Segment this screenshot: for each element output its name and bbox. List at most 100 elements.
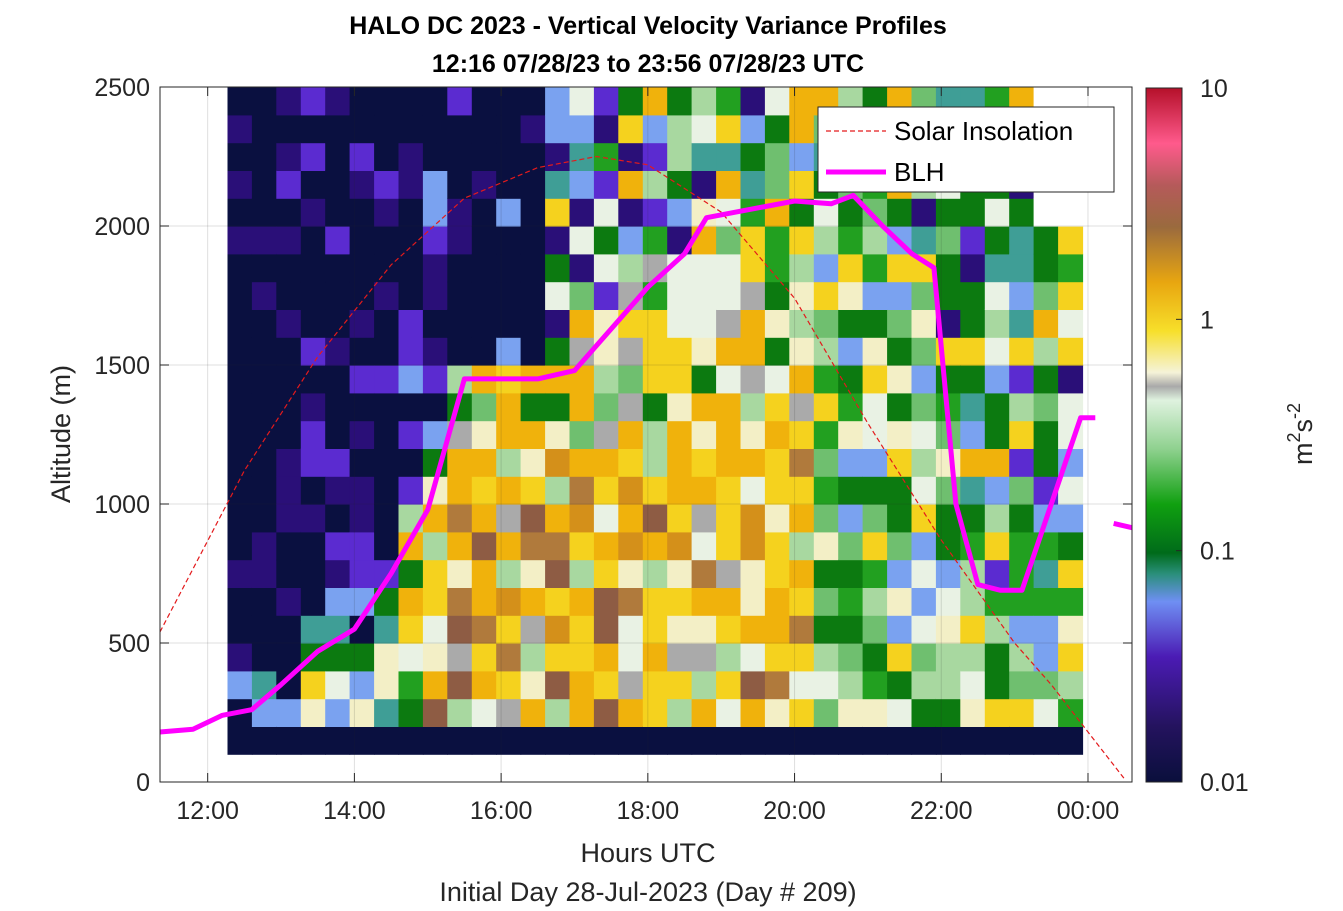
heatmap-cell [618, 87, 644, 116]
heatmap-cell [447, 698, 473, 727]
heatmap-cell [276, 698, 302, 727]
heatmap-cell [935, 365, 961, 394]
heatmap-cell [813, 587, 839, 616]
heatmap-cell [374, 698, 400, 727]
heatmap-cell [691, 643, 717, 672]
heatmap-cell [422, 392, 448, 422]
y-axis-ticks: 0 500 1000 1500 2000 2500 [94, 74, 1132, 797]
heatmap-cell [349, 309, 375, 338]
heatmap-cell [618, 253, 644, 283]
heatmap-cell [276, 142, 302, 171]
heatmap-cell [960, 670, 986, 700]
heatmap-cell [691, 726, 717, 755]
heatmap-cell [300, 198, 326, 227]
heatmap-cell [716, 420, 742, 449]
heatmap-cell [789, 392, 815, 422]
heatmap-cell [1033, 281, 1059, 310]
heatmap-cell [227, 142, 253, 171]
heatmap-cell [716, 643, 742, 672]
heatmap-cell [764, 114, 790, 144]
heatmap-cell [789, 114, 815, 144]
heatmap-cell [496, 726, 522, 755]
heatmap-cell [642, 531, 668, 561]
heatmap-cell [422, 337, 448, 366]
heatmap-cell [593, 448, 619, 477]
heatmap-cell [496, 615, 522, 644]
heatmap-cell [911, 309, 937, 338]
heatmap-cell [984, 309, 1010, 338]
heatmap-cell [569, 726, 595, 755]
heatmap-cell [764, 170, 790, 199]
heatmap-cell [569, 698, 595, 727]
heatmap-cell [471, 253, 497, 283]
heatmap-cell [618, 142, 644, 171]
heatmap-cell [251, 253, 277, 283]
heatmap-cell [960, 587, 986, 616]
heatmap-cell [471, 392, 497, 422]
heatmap-cell [618, 448, 644, 477]
heatmap-cell [520, 309, 546, 338]
heatmap-cell [1058, 504, 1084, 533]
heatmap-cell [716, 337, 742, 366]
heatmap-cell [1033, 559, 1059, 588]
heatmap-cell [764, 142, 790, 171]
heatmap-cell [569, 309, 595, 338]
heatmap-cell [569, 170, 595, 199]
heatmap-cell [642, 643, 668, 672]
heatmap-cell [300, 531, 326, 561]
heatmap-cell [813, 559, 839, 588]
heatmap-cell [691, 170, 717, 199]
heatmap-cell [935, 615, 961, 644]
heatmap-cell [398, 114, 424, 144]
heatmap-cell [642, 226, 668, 255]
heatmap-cell [1009, 392, 1035, 422]
heatmap-cell [935, 587, 961, 616]
heatmap-cell [911, 337, 937, 366]
heatmap-cell [642, 142, 668, 171]
heatmap-cell [984, 504, 1010, 533]
heatmap-cell [276, 87, 302, 116]
heatmap-cell [960, 420, 986, 449]
heatmap-cell [569, 531, 595, 561]
heatmap-cell [1009, 698, 1035, 727]
heatmap-cell [960, 392, 986, 422]
heatmap-cell [398, 726, 424, 755]
heatmap-cell [227, 365, 253, 394]
heatmap-cell [471, 142, 497, 171]
heatmap-cell [496, 198, 522, 227]
heatmap-cell [838, 643, 864, 672]
x-tick-label: 22:00 [910, 797, 973, 825]
heatmap-cell [716, 309, 742, 338]
heatmap-cell [740, 726, 766, 755]
heatmap-cell [862, 587, 888, 616]
heatmap-cell [422, 615, 448, 644]
heatmap-cell [716, 587, 742, 616]
plot-frame [159, 86, 1133, 783]
heatmap-cell [251, 531, 277, 561]
heatmap-cell [691, 615, 717, 644]
heatmap-cell [618, 643, 644, 672]
heatmap-cell [447, 170, 473, 199]
heatmap-cell [471, 87, 497, 116]
heatmap-cell [251, 87, 277, 116]
heatmap-cell [471, 587, 497, 616]
heatmap-cell [862, 476, 888, 505]
heatmap-cell [1058, 670, 1084, 700]
heatmap-cell [276, 337, 302, 366]
heatmap-cell [569, 476, 595, 505]
heatmap-cell [1058, 337, 1084, 366]
heatmap-cell [300, 559, 326, 588]
heatmap-cell [764, 698, 790, 727]
heatmap-cell [276, 392, 302, 422]
heatmap-cell [838, 531, 864, 561]
heatmap-cell [618, 420, 644, 449]
heatmap-cell [740, 670, 766, 700]
heatmap-cell [569, 198, 595, 227]
heatmap-cell [740, 504, 766, 533]
heatmap-cell [545, 587, 571, 616]
heatmap-cell [447, 142, 473, 171]
heatmap-cell [1058, 253, 1084, 283]
heatmap-cell [618, 615, 644, 644]
heatmap-cell [447, 559, 473, 588]
